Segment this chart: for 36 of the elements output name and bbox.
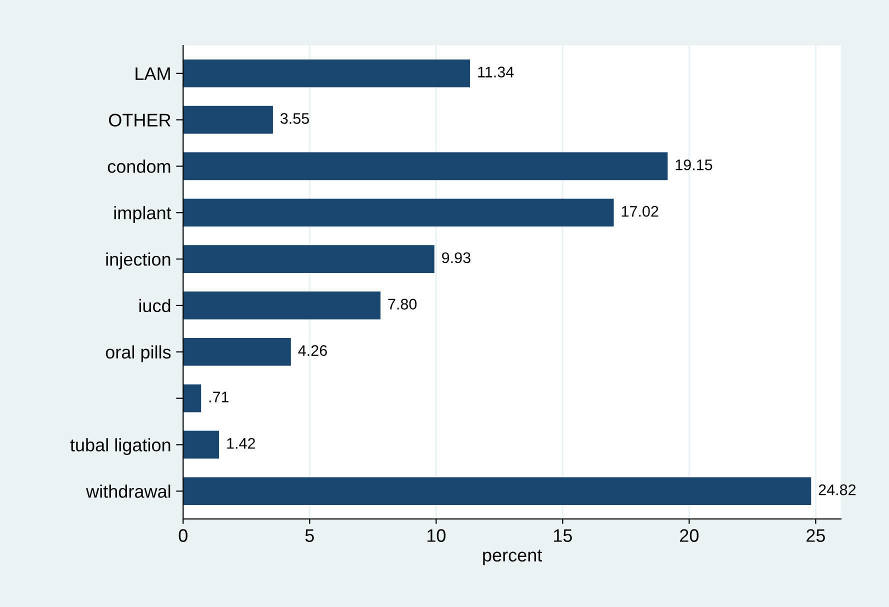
data-label: 7.80 [388, 298, 417, 310]
bar [183, 338, 291, 366]
bar [183, 152, 668, 180]
y-tick-label: condom [108, 160, 170, 173]
y-tick-label: oral pills [106, 345, 171, 362]
y-tick-label: injection [106, 252, 170, 270]
bar [183, 59, 470, 88]
y-tick-label: iucd [139, 298, 170, 312]
x-tick-label: 25 [806, 529, 825, 542]
bar [183, 106, 273, 134]
data-label: 17.02 [622, 206, 658, 217]
x-axis-title: percent [483, 550, 542, 566]
data-label: 9.93 [442, 252, 470, 264]
y-tick-label: LAM [136, 67, 170, 80]
bar [183, 430, 220, 459]
bar [183, 245, 434, 273]
data-label: 24.82 [818, 484, 856, 496]
bar [183, 198, 614, 227]
x-tick-label: 5 [305, 529, 314, 542]
x-tick-label: 10 [427, 529, 446, 542]
data-label: 3.55 [280, 113, 309, 124]
data-label: 19.15 [676, 159, 712, 170]
bar [183, 477, 812, 506]
bar [183, 292, 380, 320]
y-tick-label: OTHER [108, 114, 170, 127]
bar [183, 384, 202, 412]
y-tick-label: withdrawal [86, 484, 170, 498]
data-label: 11.34 [478, 66, 514, 78]
y-tick-label: tubal ligation [70, 438, 170, 456]
x-tick-label: 0 [178, 529, 188, 542]
x-tick-label: 15 [554, 529, 572, 542]
data-label: 4.26 [298, 345, 327, 356]
x-tick-label: 20 [680, 529, 699, 542]
y-tick-label: implant [114, 206, 172, 223]
data-label: .71 [209, 392, 229, 402]
data-label: 1.42 [227, 438, 255, 449]
